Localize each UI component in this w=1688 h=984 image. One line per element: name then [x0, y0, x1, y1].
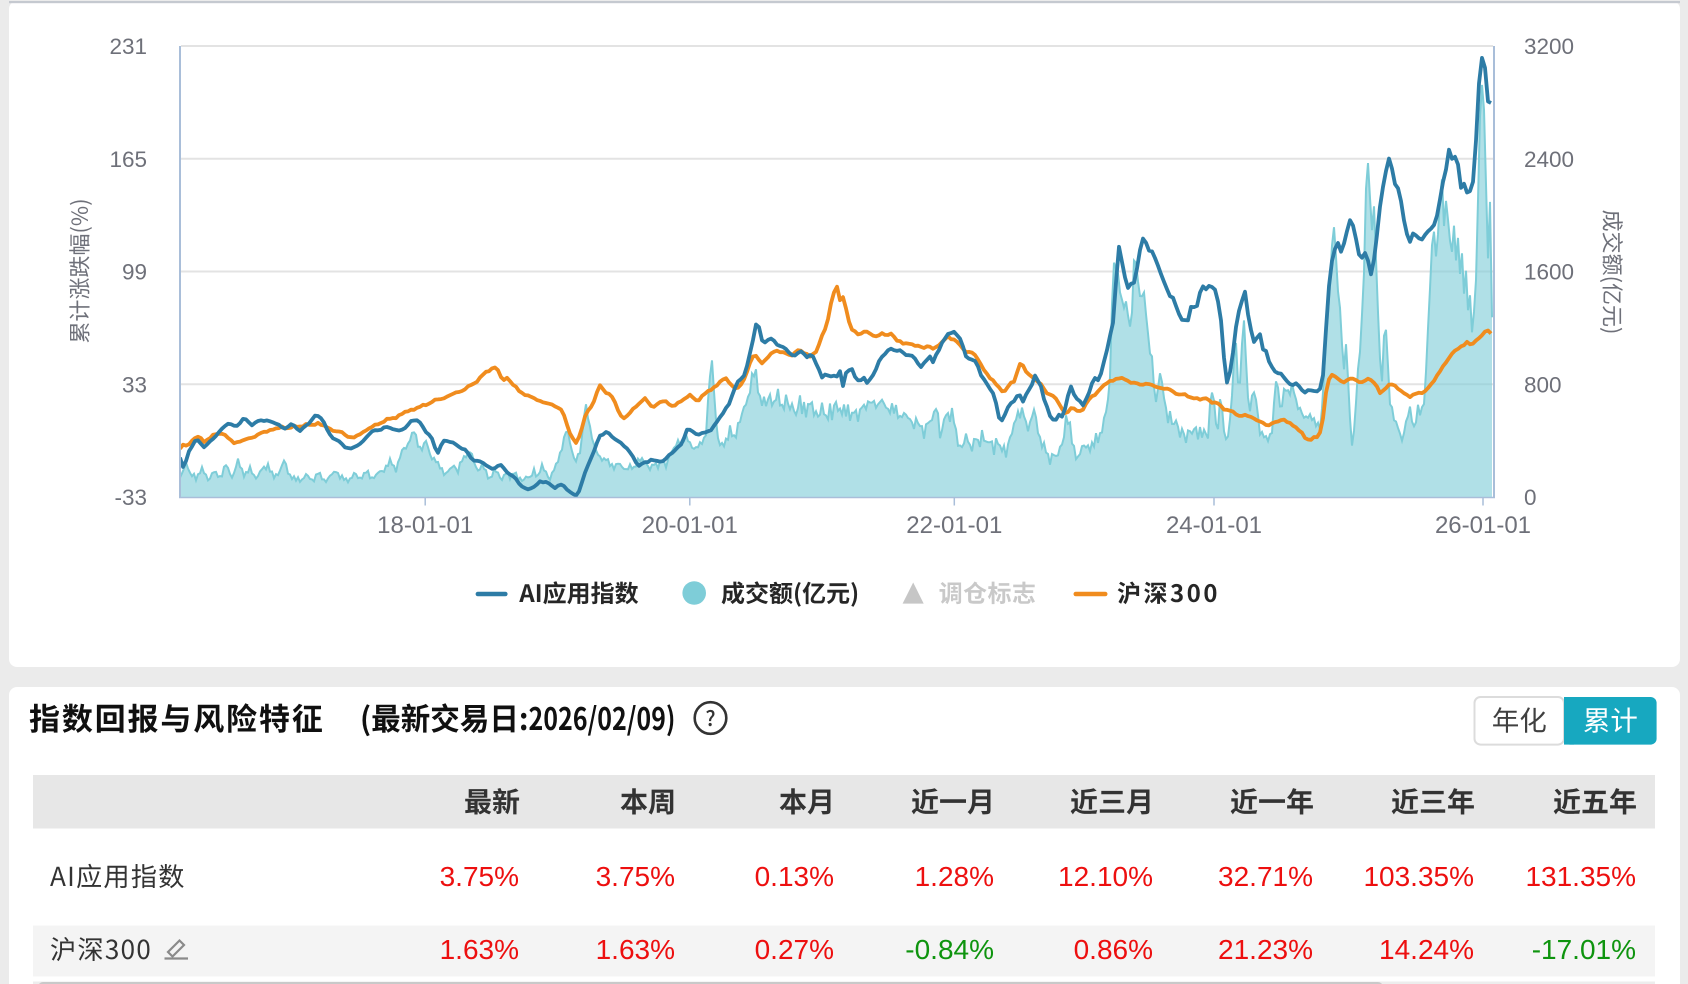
svg-text:0.27%: 0.27%: [755, 934, 834, 965]
svg-text:3.75%: 3.75%: [440, 861, 519, 892]
svg-text:231: 231: [109, 34, 147, 59]
svg-text:18-01-01: 18-01-01: [377, 512, 473, 539]
svg-text:2400: 2400: [1524, 147, 1574, 172]
svg-text:0.13%: 0.13%: [755, 861, 834, 892]
svg-text:1.28%: 1.28%: [915, 861, 994, 892]
svg-text:-0.84%: -0.84%: [905, 934, 994, 965]
svg-text:1.63%: 1.63%: [440, 934, 519, 965]
svg-text:24-01-01: 24-01-01: [1166, 512, 1262, 539]
svg-text:3.75%: 3.75%: [596, 861, 675, 892]
svg-text:103.35%: 103.35%: [1363, 861, 1474, 892]
svg-text:22-01-01: 22-01-01: [906, 512, 1002, 539]
svg-text:33: 33: [122, 372, 147, 397]
svg-text:32.71%: 32.71%: [1218, 861, 1313, 892]
svg-text:12.10%: 12.10%: [1058, 861, 1153, 892]
svg-text:26-01-01: 26-01-01: [1435, 512, 1531, 539]
svg-text:20-01-01: 20-01-01: [642, 512, 738, 539]
svg-text:1.63%: 1.63%: [596, 934, 675, 965]
svg-text:1600: 1600: [1524, 260, 1574, 285]
svg-text:165: 165: [109, 147, 147, 172]
svg-text:131.35%: 131.35%: [1525, 861, 1636, 892]
svg-text:-33: -33: [114, 485, 147, 510]
svg-text:-17.01%: -17.01%: [1532, 934, 1636, 965]
svg-text:99: 99: [122, 260, 147, 285]
svg-text:3200: 3200: [1524, 34, 1574, 59]
svg-text:14.24%: 14.24%: [1379, 934, 1474, 965]
svg-text:800: 800: [1524, 372, 1562, 397]
svg-text:0.86%: 0.86%: [1074, 934, 1153, 965]
svg-text:0: 0: [1524, 485, 1537, 510]
svg-text:21.23%: 21.23%: [1218, 934, 1313, 965]
